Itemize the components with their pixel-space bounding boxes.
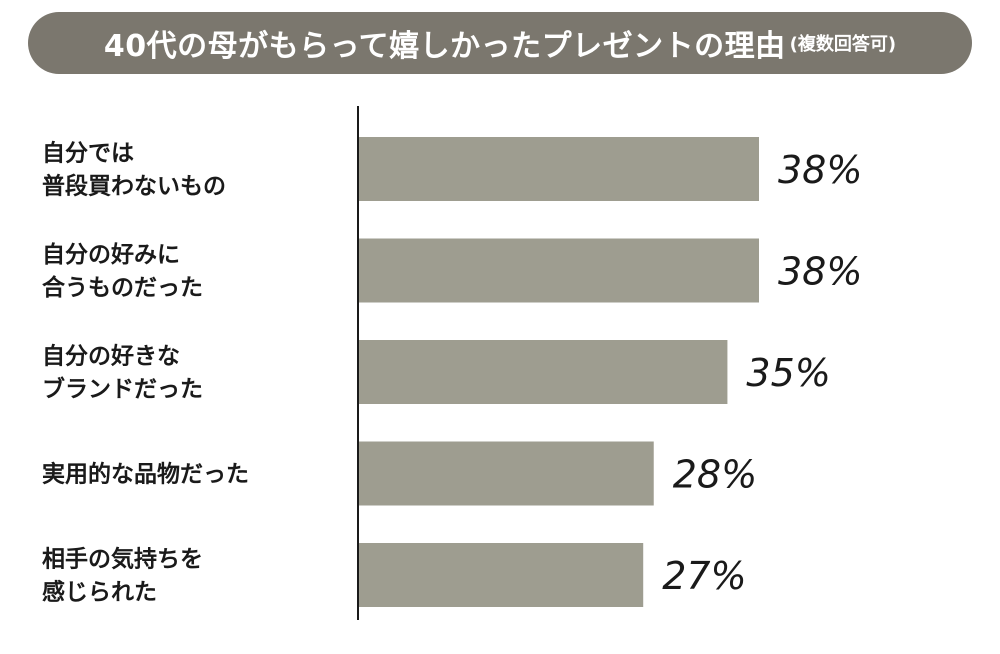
bar-5 (359, 543, 644, 607)
bar-3 (359, 340, 728, 404)
bar-1 (359, 137, 759, 201)
value-label-4: 28% (673, 453, 757, 497)
value-label-5: 27% (662, 554, 746, 598)
value-label-3: 35% (746, 351, 830, 395)
category-label-3: 自分の好きなブランドだった (42, 343, 203, 403)
value-label-1: 38% (778, 148, 862, 192)
chart-title-banner: 40代の母がもらって嬉しかったプレゼントの理由 (複数回答可) (28, 12, 972, 74)
chart-title: 40代の母がもらって嬉しかったプレゼントの理由 (103, 29, 786, 64)
category-label-1: 自分では普段買わないもの (42, 140, 226, 200)
category-label-4: 実用的な品物だった (42, 461, 249, 488)
category-label-2: 自分の好みに合うものだった (42, 241, 203, 301)
bar-2 (359, 238, 759, 303)
category-label-5: 相手の気持ちを感じられた (42, 546, 203, 606)
value-label-2: 38% (778, 250, 862, 294)
bar-4 (359, 441, 654, 506)
chart-title-note: (複数回答可) (789, 34, 897, 55)
